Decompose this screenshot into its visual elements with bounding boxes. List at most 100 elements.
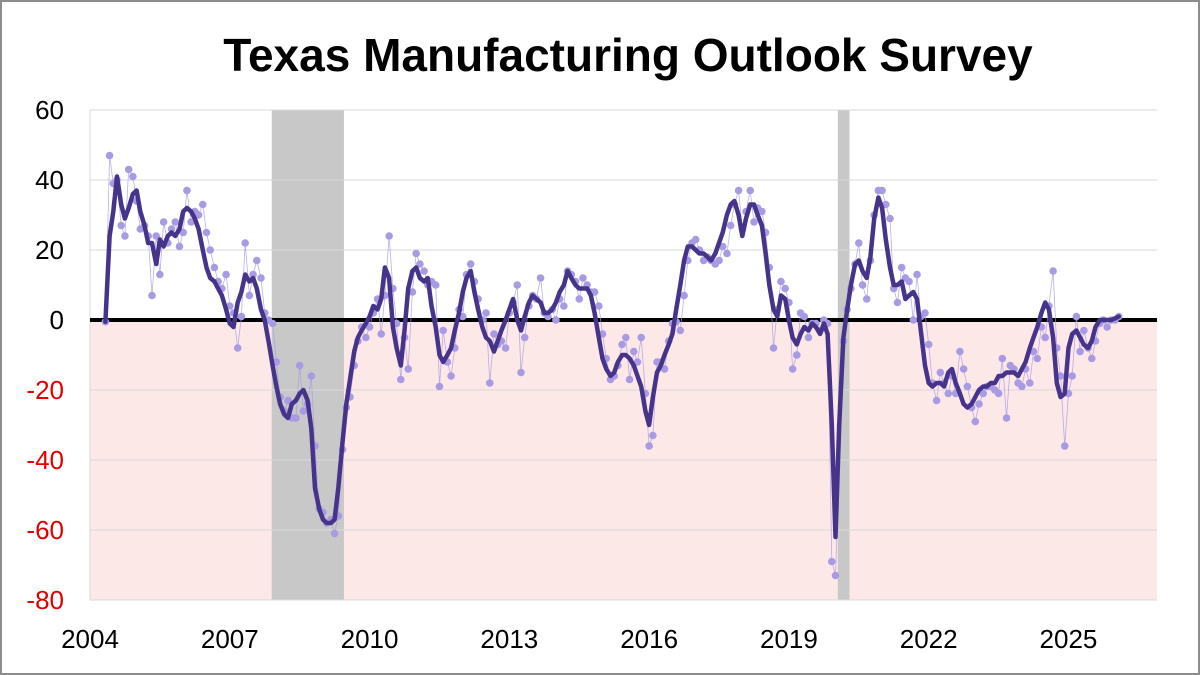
monthly-data-point — [408, 288, 417, 296]
monthly-data-point — [932, 396, 941, 405]
monthly-data-point — [404, 365, 413, 373]
monthly-data-point — [202, 228, 211, 237]
x-tick-label: 2007 — [201, 624, 259, 654]
monthly-data-point — [718, 242, 727, 251]
y-tick-label: 40 — [35, 165, 64, 195]
monthly-data-point — [936, 368, 945, 377]
trend-series-line — [103, 174, 1122, 540]
monthly-data-point — [1049, 267, 1057, 275]
monthly-data-point — [769, 344, 778, 352]
x-tick-labels: 2004 2007 2010 2013 2016 2019 2022 2025 — [61, 624, 1097, 654]
monthly-data-point — [575, 295, 584, 303]
monthly-data-point — [1076, 347, 1084, 356]
monthly-data-point — [292, 414, 300, 422]
monthly-data-point — [466, 260, 475, 268]
monthly-data-point — [862, 295, 871, 303]
monthly-data-point — [1018, 382, 1026, 391]
monthly-data-point — [284, 396, 292, 405]
monthly-data-point — [249, 270, 257, 279]
monthly-data-point — [194, 211, 203, 219]
monthly-data-point — [1080, 326, 1088, 335]
monthly-data-point — [175, 242, 184, 251]
monthly-data-point — [233, 344, 242, 352]
monthly-data-point — [579, 274, 587, 282]
monthly-data-point — [295, 361, 304, 370]
monthly-data-point — [963, 382, 972, 391]
chart-title: Texas Manufacturing Outlook Survey — [223, 29, 1033, 81]
monthly-data-point — [680, 291, 688, 300]
monthly-data-point — [206, 246, 215, 254]
monthly-data-point — [905, 277, 913, 286]
monthly-data-point — [485, 379, 494, 387]
monthly-data-point — [590, 288, 599, 296]
monthly-data-point — [124, 165, 133, 174]
monthly-data-point — [167, 225, 176, 233]
monthly-data-point — [676, 326, 685, 335]
monthly-data-point — [416, 260, 424, 268]
monthly-data-point — [1087, 354, 1096, 363]
y-tick-label: -40 — [26, 445, 64, 475]
monthly-data-point — [633, 358, 642, 366]
y-tick-label: -80 — [26, 585, 64, 615]
monthly-data-point — [513, 281, 522, 289]
monthly-data-point — [253, 256, 261, 265]
monthly-data-point — [645, 442, 653, 450]
monthly-data-point — [365, 323, 374, 331]
monthly-data-point — [781, 284, 789, 293]
monthly-data-point — [198, 200, 207, 209]
monthly-data-point — [268, 319, 277, 328]
monthly-data-point — [431, 281, 440, 289]
monthly-data-point — [893, 298, 902, 307]
monthly-data-point — [420, 267, 428, 275]
monthly-data-point — [800, 312, 809, 321]
monthly-data-point — [827, 557, 836, 566]
y-tick-label: 0 — [50, 305, 64, 335]
monthly-data-point — [1056, 372, 1065, 380]
monthly-data-point — [105, 151, 114, 160]
monthly-data-point — [959, 365, 968, 373]
monthly-data-point — [723, 249, 731, 258]
monthly-data-point — [804, 333, 813, 342]
monthly-data-point — [1072, 312, 1081, 321]
monthly-data-point — [1060, 442, 1069, 450]
monthly-data-point — [159, 218, 168, 226]
monthly-data-point — [171, 218, 180, 226]
monthly-data-point — [649, 431, 657, 440]
monthly-data-point — [788, 365, 797, 373]
monthly-data-point — [1103, 323, 1111, 331]
monthly-data-point — [979, 389, 988, 398]
monthly-data-point — [882, 200, 890, 209]
monthly-data-point — [726, 221, 735, 230]
monthly-data-point — [241, 239, 249, 247]
monthly-data-point — [501, 344, 510, 352]
monthly-data-point — [490, 330, 498, 338]
monthly-data-point — [629, 347, 638, 356]
monthly-data-point — [447, 372, 455, 380]
monthly-data-point — [362, 333, 370, 342]
monthly-data-point — [385, 232, 393, 240]
monthly-data-point — [625, 375, 634, 384]
monthly-data-point — [897, 263, 906, 272]
monthly-data-point — [878, 186, 886, 195]
monthly-data-point — [998, 354, 1007, 363]
monthly-data-point — [734, 186, 743, 195]
monthly-data-point — [921, 309, 929, 317]
y-tick-label: -60 — [26, 515, 64, 545]
monthly-data-point — [886, 214, 894, 223]
monthly-data-point — [435, 382, 444, 391]
monthly-data-point — [148, 291, 156, 300]
x-tick-label: 2013 — [480, 624, 538, 654]
monthly-data-point — [536, 274, 545, 282]
x-tick-label: 2025 — [1040, 624, 1098, 654]
monthly-data-point — [595, 302, 603, 310]
y-tick-label: -20 — [26, 375, 64, 405]
monthly-data-point — [1068, 372, 1076, 380]
monthly-data-point — [831, 571, 840, 580]
x-tick-label: 2019 — [760, 624, 818, 654]
monthly-data-point — [377, 330, 386, 338]
monthly-data-point — [750, 218, 758, 226]
monthly-data-point — [660, 365, 669, 373]
monthly-data-point — [412, 249, 420, 258]
monthly-data-point — [307, 372, 316, 380]
